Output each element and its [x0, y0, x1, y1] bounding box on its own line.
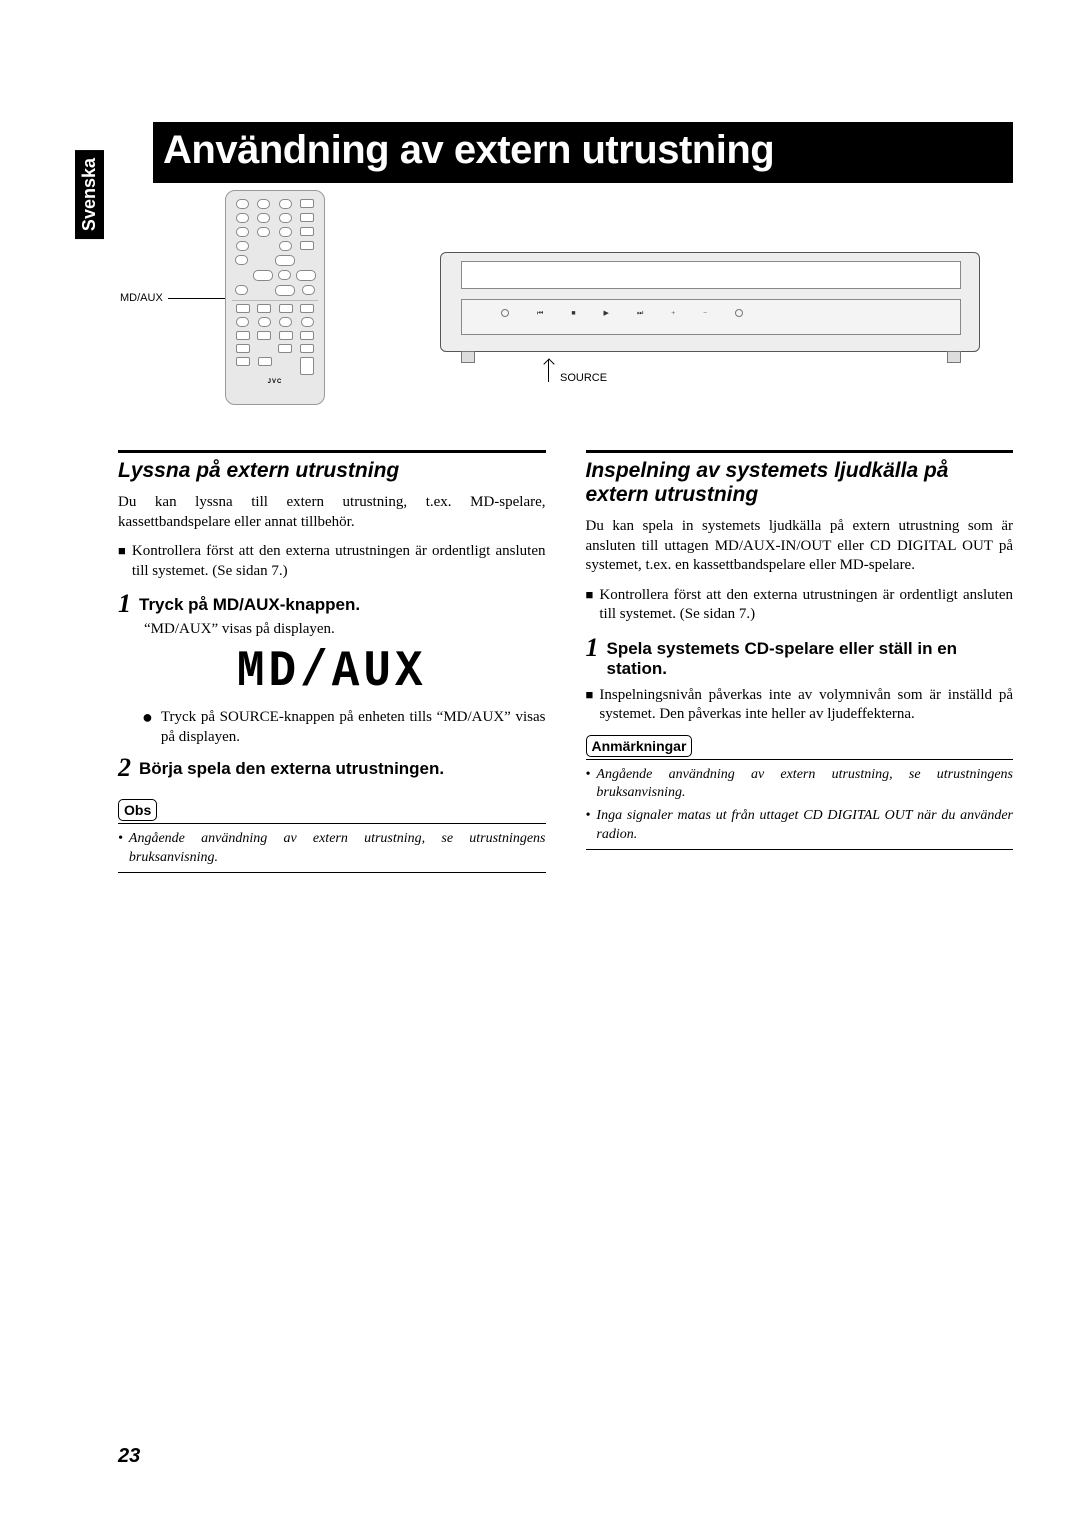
right-block-text: Inspelningsnivån påverkas inte av volymn…: [599, 686, 1013, 725]
square-bullet-icon: ■: [586, 686, 594, 725]
obs-list: •Angående användning av extern utrustnin…: [118, 830, 546, 868]
step-number: 1: [586, 635, 599, 680]
left-heading: Lyssna på extern utrustning: [118, 459, 546, 483]
step-title: Spela systemets CD-spelare eller ställ i…: [607, 635, 1014, 680]
step-title: Tryck på MD/AUX-knappen.: [139, 591, 360, 617]
right-step-1: 1 Spela systemets CD-spelare eller ställ…: [586, 635, 1014, 680]
left-check-text: Kontrollera först att den externa utrust…: [132, 542, 546, 581]
source-callout-label: SOURCE: [560, 372, 607, 384]
anm-item: •Angående användning av extern utrustnin…: [586, 766, 1014, 804]
square-bullet-icon: ■: [586, 586, 594, 625]
left-step1-body: “MD/AUX” visas på displayen.: [144, 621, 546, 638]
obs-item-text: Angående användning av extern utrustning…: [129, 830, 546, 868]
step-number: 2: [118, 755, 131, 781]
content-columns: Lyssna på extern utrustning Du kan lyssn…: [118, 450, 1013, 873]
left-check: ■ Kontrollera först att den externa utru…: [118, 542, 546, 581]
square-bullet-icon: ■: [118, 542, 126, 581]
left-column: Lyssna på extern utrustning Du kan lyssn…: [118, 450, 546, 873]
bullet-icon: ●: [142, 708, 153, 747]
anm-item-text: Angående användning av extern utrustning…: [596, 766, 1013, 804]
left-intro: Du kan lyssna till extern utrustning, t.…: [118, 493, 546, 532]
left-step1-note-text: Tryck på SOURCE-knappen på enheten tills…: [161, 708, 546, 747]
right-block: ■ Inspelningsnivån påverkas inte av voly…: [586, 686, 1014, 725]
step-number: 1: [118, 591, 131, 617]
right-heading: Inspelning av systemets ljudkälla på ext…: [586, 459, 1014, 507]
anm-item-text: Inga signaler matas ut från uttaget CD D…: [596, 807, 1013, 845]
remote-callout-line: [168, 298, 226, 299]
page-title-bar: Användning av extern utrustning: [153, 122, 1013, 183]
remote-brand: JVC: [232, 379, 318, 385]
source-callout-line: [548, 360, 549, 382]
right-check: ■ Kontrollera först att den externa utru…: [586, 586, 1014, 625]
right-intro: Du kan spela in systemets ljudkälla på e…: [586, 517, 1014, 576]
figure-area: MD/AUX JVC ⏮■▶⏭+− SOURCE: [120, 190, 1010, 420]
left-step1-note: ● Tryck på SOURCE-knappen på enheten til…: [142, 708, 546, 747]
left-step-1: 1 Tryck på MD/AUX-knappen.: [118, 591, 546, 617]
unit-illustration: ⏮■▶⏭+−: [440, 252, 980, 352]
language-tab: Svenska: [75, 150, 104, 239]
remote-illustration: JVC: [225, 190, 325, 405]
obs-label-box: Obs: [118, 799, 157, 821]
step-title: Börja spela den externa utrustningen.: [139, 755, 444, 781]
right-check-text: Kontrollera först att den externa utrust…: [599, 586, 1013, 625]
right-column: Inspelning av systemets ljudkälla på ext…: [586, 450, 1014, 873]
left-step-2: 2 Börja spela den externa utrustningen.: [118, 755, 546, 781]
page-title: Användning av extern utrustning: [163, 128, 774, 173]
obs-item: •Angående användning av extern utrustnin…: [118, 830, 546, 868]
anm-list: •Angående användning av extern utrustnin…: [586, 766, 1014, 846]
remote-callout-label: MD/AUX: [120, 292, 163, 304]
anm-label-box: Anmärkningar: [586, 735, 693, 757]
display-text: MD/AUX: [118, 644, 546, 701]
page-number: 23: [118, 1445, 140, 1468]
anm-item: •Inga signaler matas ut från uttaget CD …: [586, 807, 1014, 845]
